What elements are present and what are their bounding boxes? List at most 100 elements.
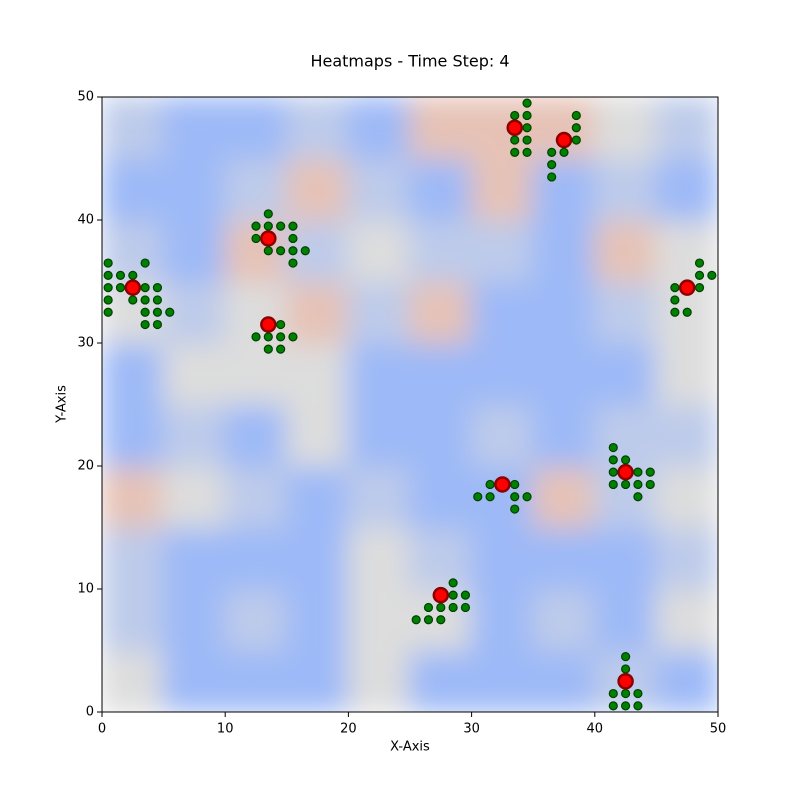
scatter-point [620, 652, 631, 662]
scatter-point [152, 319, 163, 330]
heat-cell [285, 342, 350, 406]
scatter-point [288, 221, 298, 231]
heat-cell [224, 649, 288, 712]
scatter-point [485, 492, 495, 502]
scatter-point [460, 602, 471, 613]
heat-cell [162, 97, 227, 160]
scatter-point [165, 307, 175, 317]
scatter-point [448, 602, 458, 613]
heat-cell [162, 649, 227, 712]
heat-cell [347, 588, 411, 652]
scatter-point [522, 147, 532, 157]
scatter-point [555, 131, 573, 149]
heatmap [102, 97, 718, 712]
scatter-point [251, 332, 261, 342]
scatter-point [251, 221, 261, 231]
heat-cell [224, 465, 288, 529]
heat-cell [593, 280, 658, 344]
heat-cell [470, 219, 535, 283]
scatter-point [260, 316, 277, 333]
scatter-point [510, 147, 520, 157]
scatter-point [251, 233, 261, 244]
heat-cell [285, 280, 350, 344]
heat-cell [224, 588, 288, 652]
overlay [103, 98, 717, 711]
heat-cell [655, 465, 718, 529]
heat-cell [347, 219, 411, 283]
scatter-point [140, 307, 150, 317]
scatter-point [460, 590, 471, 600]
heat-cell [347, 157, 411, 221]
scatter-point [617, 463, 634, 481]
y-axis-label: Y-Axis [55, 385, 70, 424]
scatter-point [620, 688, 631, 699]
scatter-point [617, 673, 634, 690]
heat-cell [593, 157, 658, 221]
heat-cell [655, 588, 718, 652]
x-tick-label: 40 [587, 722, 604, 737]
heat-cell [409, 219, 473, 283]
scatter-point [103, 295, 113, 305]
x-axis-label: X-Axis [390, 740, 430, 755]
scatter-point [522, 98, 532, 108]
heat-cell [593, 342, 658, 406]
scatter-point [115, 283, 126, 293]
scatter-point [276, 344, 286, 354]
scatter-point [276, 332, 286, 342]
heat-cell [532, 157, 596, 221]
scatter-point [678, 279, 696, 296]
scatter-point [633, 701, 643, 711]
heat-cell [655, 219, 718, 283]
heat-cell [347, 97, 411, 160]
heat-cell [532, 403, 596, 467]
scatter-point [620, 455, 631, 465]
heat-cell [409, 280, 473, 344]
scatter-point [103, 270, 113, 280]
scatter-point [103, 258, 113, 268]
scatter-point [547, 172, 557, 182]
y-tick-label: 0 [86, 705, 94, 720]
scatter-point [522, 123, 532, 133]
heat-cell [285, 526, 350, 590]
scatter-point [124, 279, 142, 296]
heat-cell [470, 157, 535, 221]
scatter-point [670, 295, 680, 305]
scatter-point [103, 307, 113, 317]
scatter-point [608, 479, 618, 490]
scatter-point [260, 230, 277, 247]
scatter-point [506, 119, 523, 136]
scatter-point [448, 578, 458, 588]
scatter-point [510, 504, 520, 514]
scatter-point [263, 344, 273, 354]
scatter-point [510, 479, 520, 490]
scatter-point [694, 283, 705, 293]
heat-cell [285, 588, 350, 652]
scatter-point [510, 110, 520, 121]
heat-cell [162, 342, 227, 406]
scatter-point [115, 270, 126, 280]
scatter-point [140, 258, 150, 268]
heat-cell [162, 403, 227, 467]
heat-cell [285, 465, 350, 529]
scatter-point [423, 615, 434, 625]
y-tick-label: 30 [77, 336, 94, 351]
heat-cell [532, 588, 596, 652]
heat-cell [102, 97, 165, 160]
scatter-point [436, 615, 446, 625]
heat-cell [470, 280, 535, 344]
scatter-point [608, 455, 618, 465]
heat-cell [102, 465, 165, 529]
scatter-point [288, 246, 298, 256]
scatter-point [140, 295, 150, 305]
scatter-point [522, 110, 532, 121]
scatter-point [559, 147, 569, 157]
heat-cell [655, 403, 718, 467]
x-tick-label: 30 [463, 722, 480, 737]
scatter-point [128, 270, 138, 280]
heat-cell [224, 157, 288, 221]
heat-cell [470, 649, 535, 712]
scatter-point [288, 233, 298, 244]
heat-cell [347, 649, 411, 712]
scatter-point [694, 258, 705, 268]
heat-cell [532, 219, 596, 283]
